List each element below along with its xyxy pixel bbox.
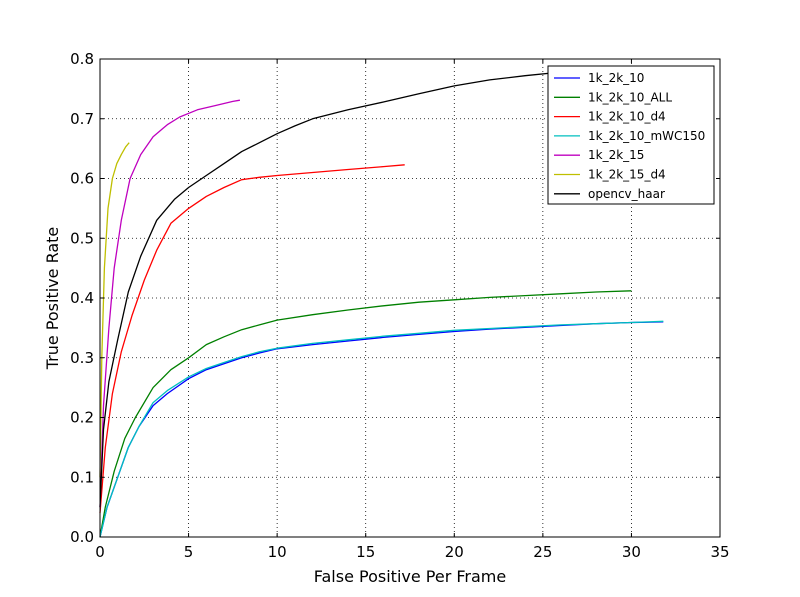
- y-tick-label: 0.1: [70, 468, 94, 486]
- y-tick-label: 0.5: [70, 229, 94, 247]
- legend-label-1k_2k_10: 1k_2k_10: [588, 71, 644, 85]
- series-line-1k_2k_10_d4: [99, 164, 405, 514]
- series-line-1k_2k_10_mWC150: [99, 320, 664, 538]
- x-tick-label: 0: [95, 543, 105, 561]
- y-axis-label: True Positive Rate: [43, 227, 62, 371]
- legend: 1k_2k_10 1k_2k_10_ALL 1k_2k_10_d4 1k_2k_10_…: [547, 65, 715, 205]
- axes-ticks: 0 5 10 15 20 25 30 35 0.0 0.1 0.2 0.3 0.4 0.5 0.6 0.7 0.…: [70, 50, 729, 561]
- x-tick-label: 35: [710, 543, 729, 561]
- x-tick-label: 20: [445, 543, 464, 561]
- y-tick-label: 0.6: [70, 170, 94, 188]
- x-tick-label: 10: [268, 543, 287, 561]
- x-tick-label: 15: [356, 543, 375, 561]
- legend-box: [547, 65, 715, 205]
- y-tick-label: 0.7: [70, 110, 94, 128]
- legend-label-1k_2k_15: 1k_2k_15: [588, 148, 644, 162]
- series-line-opencv_haar: [99, 69, 579, 508]
- series-group: [99, 69, 664, 538]
- series-line-1k_2k_15_d4: [99, 142, 130, 478]
- legend-label-1k_2k_10_ALL: 1k_2k_10_ALL: [588, 90, 672, 104]
- y-tick-label: 0.2: [70, 409, 94, 427]
- series-line-1k_2k_10_ALL: [99, 290, 632, 538]
- x-axis-label: False Positive Per Frame: [314, 567, 506, 586]
- series-line-1k_2k_15: [99, 99, 241, 508]
- y-tick-label: 0.4: [70, 289, 94, 307]
- y-tick-label: 0.8: [70, 50, 94, 68]
- x-tick-label: 25: [533, 543, 552, 561]
- x-tick-label: 30: [622, 543, 641, 561]
- y-tick-label: 0.3: [70, 349, 94, 367]
- legend-label-1k_2k_15_d4: 1k_2k_15_d4: [588, 168, 666, 182]
- y-tick-label: 0.0: [70, 528, 94, 546]
- legend-label-1k_2k_10_mWC150: 1k_2k_10_mWC150: [588, 129, 705, 143]
- x-tick-label: 5: [184, 543, 194, 561]
- legend-label-1k_2k_10_d4: 1k_2k_10_d4: [588, 110, 666, 124]
- legend-label-opencv_haar: opencv_haar: [588, 187, 665, 201]
